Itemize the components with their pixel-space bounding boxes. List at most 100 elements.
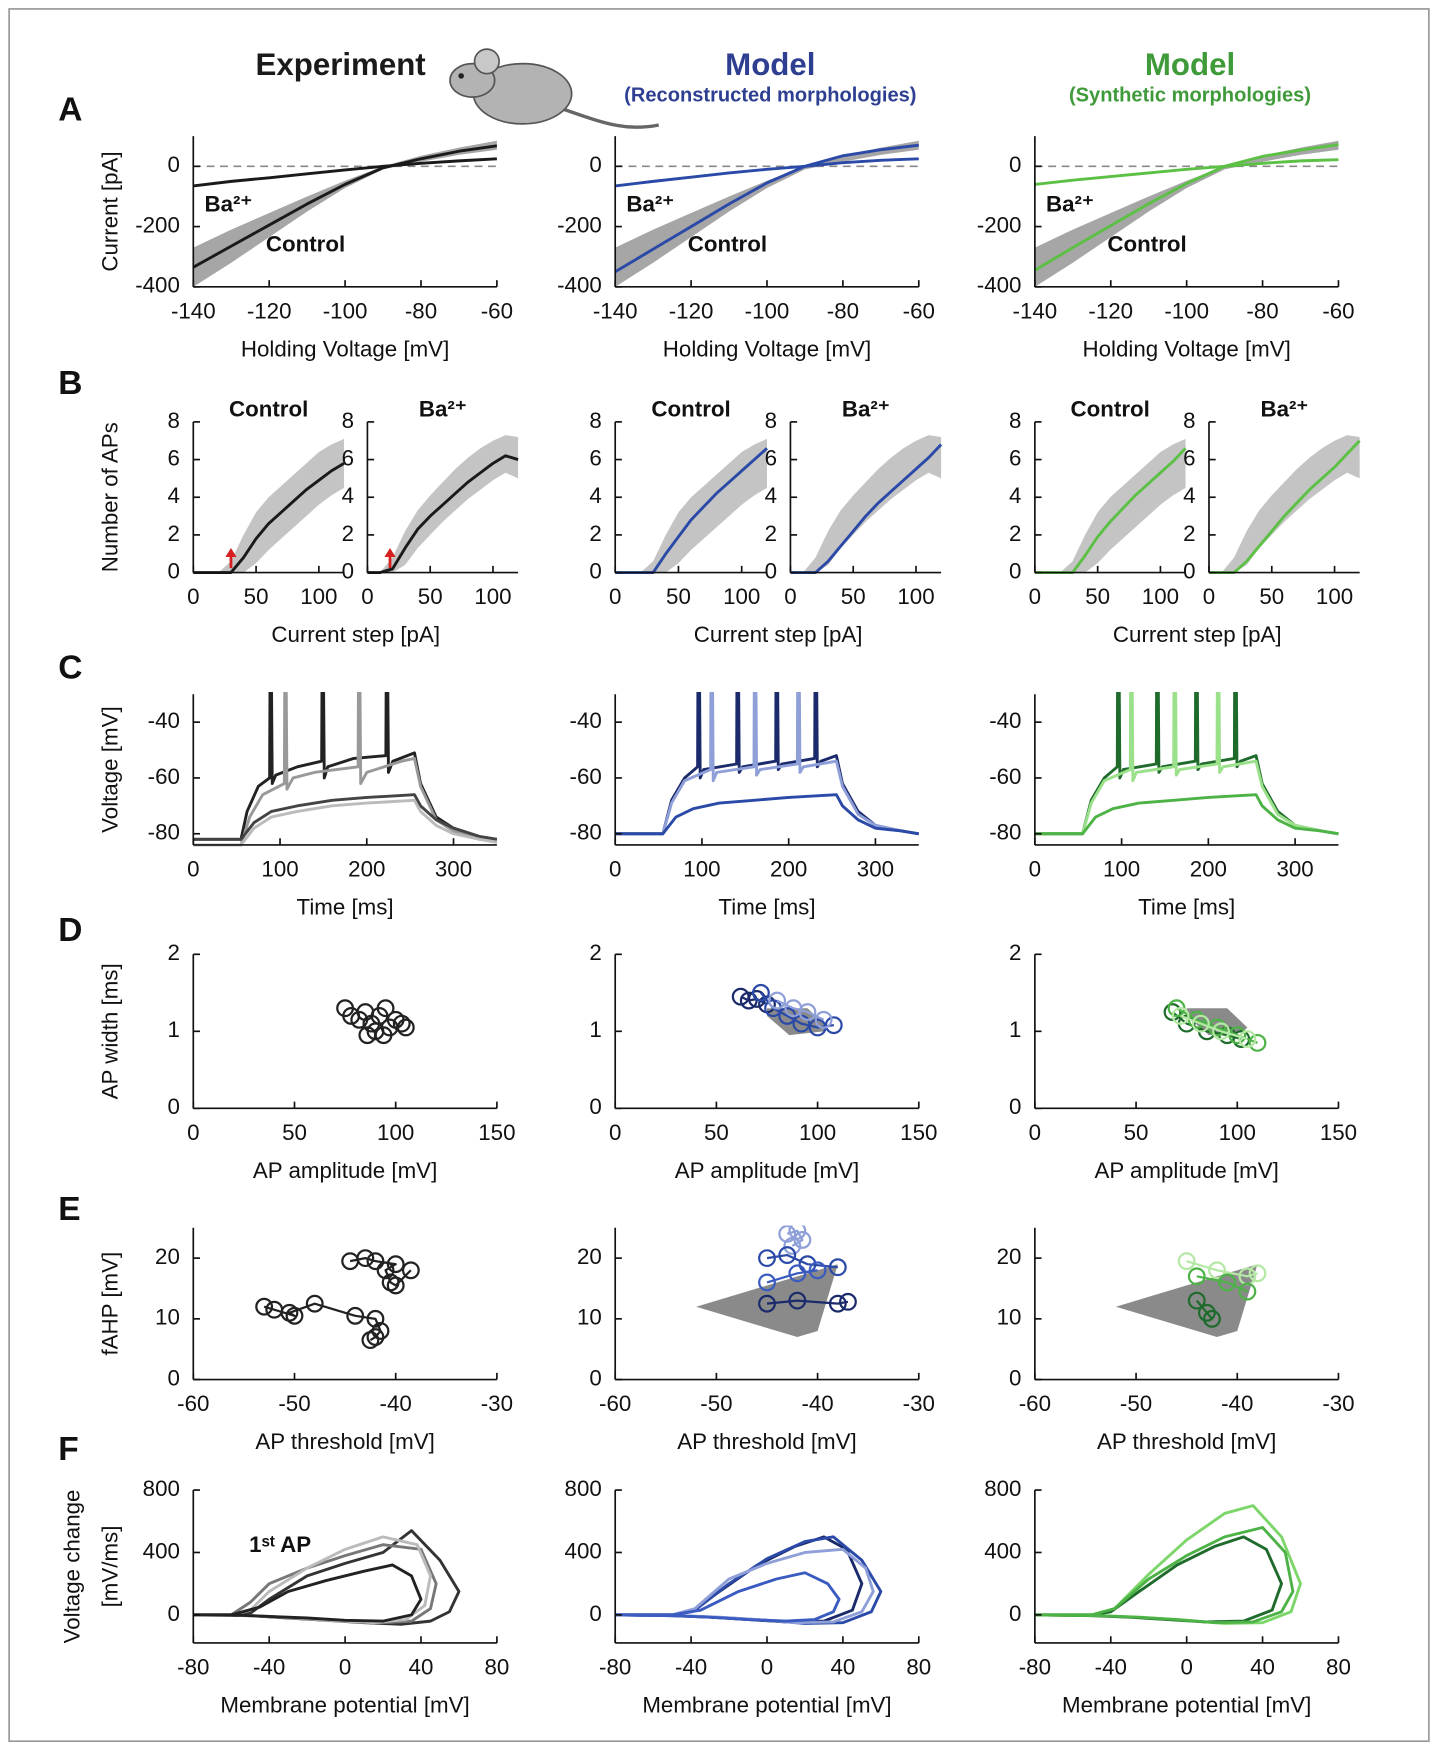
x-tick-label: 0 bbox=[361, 584, 373, 609]
band bbox=[1208, 435, 1360, 573]
y-axis-label: AP width [ms] bbox=[98, 963, 123, 1099]
series-line bbox=[193, 793, 498, 841]
panel-letter: C bbox=[58, 650, 82, 687]
x-tick-label: 40 bbox=[409, 1655, 434, 1680]
scatter-point bbox=[758, 1273, 776, 1292]
series-label: Ba²⁺ bbox=[1046, 191, 1094, 216]
x-axis-label: Current step [pA] bbox=[694, 622, 863, 647]
x-tick-label: 50 bbox=[666, 584, 691, 609]
y-tick-label: 400 bbox=[984, 1538, 1021, 1563]
y-tick-label: -80 bbox=[989, 820, 1021, 845]
x-tick-label: 50 bbox=[1085, 584, 1110, 609]
x-tick-label: 200 bbox=[348, 856, 385, 881]
y-tick-label: 0 bbox=[765, 558, 777, 583]
y-tick-label: 8 bbox=[342, 408, 354, 433]
x-tick-label: 200 bbox=[1190, 856, 1227, 881]
y-tick-label: -40 bbox=[989, 708, 1021, 733]
scatter-point bbox=[255, 1297, 274, 1316]
series-line bbox=[614, 143, 919, 274]
x-tick-label: -100 bbox=[1164, 298, 1209, 323]
scatter-point bbox=[758, 1294, 776, 1313]
column-title: Model bbox=[725, 47, 815, 82]
x-tick-label: -80 bbox=[177, 1655, 209, 1680]
series-label: Control bbox=[1107, 231, 1186, 256]
x-tick-label: -100 bbox=[745, 298, 790, 323]
x-tick-label: 0 bbox=[1029, 584, 1041, 609]
scatter-point bbox=[1248, 1033, 1267, 1052]
scatter-point bbox=[1208, 1261, 1226, 1280]
y-tick-label: -200 bbox=[977, 212, 1022, 237]
connector-line bbox=[1180, 1014, 1248, 1041]
x-tick-label: 80 bbox=[484, 1655, 509, 1680]
y-tick-label: -80 bbox=[570, 820, 602, 845]
x-tick-label: -80 bbox=[599, 1655, 631, 1680]
scatter-point bbox=[1203, 1309, 1221, 1328]
y-tick-label: 2 bbox=[1009, 940, 1021, 965]
x-tick-label: 40 bbox=[1250, 1655, 1275, 1680]
y-tick-label: 0 bbox=[342, 558, 354, 583]
y-tick-label: 4 bbox=[765, 483, 777, 508]
x-tick-label: -80 bbox=[1019, 1655, 1051, 1680]
mouse-eye bbox=[458, 73, 464, 79]
x-tick-label: 100 bbox=[1103, 856, 1140, 881]
y-tick-label: 0 bbox=[167, 1601, 179, 1626]
y-tick-label: 4 bbox=[589, 483, 601, 508]
scatter-point bbox=[751, 983, 770, 1002]
series-line bbox=[1034, 1526, 1295, 1625]
scatter-point bbox=[828, 1258, 847, 1277]
column-subtitle: (Synthetic morphologies) bbox=[1069, 84, 1311, 106]
x-axis-label: AP threshold [mV] bbox=[1097, 1429, 1276, 1454]
series-line bbox=[615, 793, 920, 836]
y-tick-label: 800 bbox=[143, 1476, 180, 1501]
panel-letter: D bbox=[58, 912, 82, 949]
x-tick-label: 0 bbox=[1203, 584, 1215, 609]
y-tick-label: 1 bbox=[589, 1017, 601, 1042]
y-tick-label: -60 bbox=[989, 764, 1021, 789]
x-tick-label: -50 bbox=[700, 1391, 732, 1416]
x-tick-label: 300 bbox=[857, 856, 894, 881]
y-tick-label: 2 bbox=[1009, 521, 1021, 546]
connector-line bbox=[1171, 1011, 1242, 1041]
scatter-point bbox=[1238, 1030, 1257, 1048]
x-tick-label: 100 bbox=[261, 856, 298, 881]
x-axis-label: AP amplitude [mV] bbox=[675, 1158, 859, 1183]
y-tick-label: 0 bbox=[1009, 1094, 1021, 1119]
x-tick-label: -60 bbox=[177, 1391, 209, 1416]
plot-area bbox=[1034, 692, 1339, 836]
y-tick-label: 8 bbox=[167, 408, 179, 433]
scatter-point bbox=[1212, 1022, 1231, 1041]
x-tick-label: 80 bbox=[1326, 1655, 1351, 1680]
scatter-point bbox=[1238, 1282, 1257, 1301]
x-tick-label: 150 bbox=[1320, 1120, 1357, 1145]
x-tick-label: -40 bbox=[1095, 1655, 1127, 1680]
x-tick-label: -120 bbox=[247, 298, 292, 323]
y-axis-label: [mV/ms] bbox=[98, 1526, 123, 1608]
column-title: Model bbox=[1145, 47, 1235, 82]
series-line bbox=[615, 692, 920, 836]
scatter-point bbox=[1197, 1303, 1216, 1322]
annotation: 1ˢᵗ AP bbox=[249, 1532, 311, 1557]
y-tick-label: 1 bbox=[1009, 1017, 1021, 1042]
connector-line bbox=[766, 1299, 849, 1305]
series-line bbox=[1034, 143, 1339, 272]
series-line bbox=[367, 454, 519, 575]
x-tick-label: 0 bbox=[187, 1120, 199, 1145]
region bbox=[696, 1264, 838, 1338]
y-tick-label: 1 bbox=[167, 1017, 179, 1042]
scatter-point bbox=[396, 1018, 415, 1037]
scatter-point bbox=[1187, 1291, 1206, 1310]
plot-area bbox=[336, 999, 415, 1045]
x-tick-label: 50 bbox=[244, 584, 269, 609]
x-tick-label: -140 bbox=[1013, 298, 1058, 323]
series-line bbox=[192, 144, 498, 269]
x-tick-label: -140 bbox=[593, 298, 638, 323]
x-tick-label: -30 bbox=[1322, 1391, 1354, 1416]
plot-area bbox=[367, 435, 519, 575]
x-tick-label: -60 bbox=[1322, 298, 1354, 323]
y-tick-label: 0 bbox=[167, 152, 179, 177]
x-axis-label: Membrane potential [mV] bbox=[1062, 1692, 1311, 1717]
x-tick-label: 50 bbox=[1259, 584, 1284, 609]
connector-line bbox=[263, 1302, 382, 1342]
y-tick-label: 6 bbox=[342, 445, 354, 470]
y-tick-label: 0 bbox=[589, 1094, 601, 1119]
